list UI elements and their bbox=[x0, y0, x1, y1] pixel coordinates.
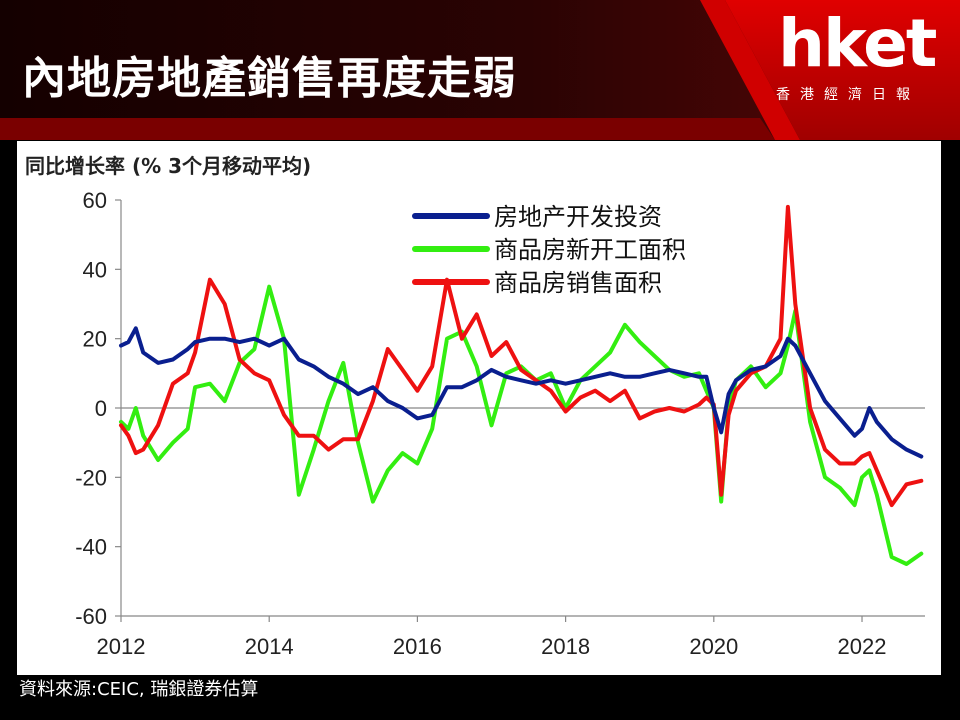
y-tick-label: -60 bbox=[75, 604, 107, 629]
x-tick-label: 2012 bbox=[97, 634, 146, 659]
x-tick-label: 2018 bbox=[541, 634, 590, 659]
y-tick-label: 40 bbox=[83, 257, 107, 282]
series-line-3 bbox=[119, 204, 924, 508]
x-tick-label: 2022 bbox=[838, 634, 887, 659]
hket-logo[interactable]: hket bbox=[778, 5, 937, 82]
source-note: 資料來源:CEIC, 瑞銀證券估算 bbox=[19, 679, 259, 700]
hket-logo-subtitle: 香港經濟日報 bbox=[776, 87, 920, 103]
legend-label-3: 商品房销售面积 bbox=[494, 269, 662, 297]
line-chart: 同比增长率 (% 3个月移动平均) 60 40 20 0 -20 -40 -60 2012 201… bbox=[25, 154, 925, 659]
legend-label-1: 房地产开发投资 bbox=[494, 203, 662, 231]
page-title: 內地房地產銷售再度走弱 bbox=[22, 53, 517, 104]
series-line-2 bbox=[119, 284, 924, 566]
x-tick-label: 2020 bbox=[689, 634, 738, 659]
chart-panel: 同比增长率 (% 3个月移动平均) 60 40 20 0 -20 -40 -60 2012 201… bbox=[17, 141, 941, 675]
y-tick-label: 60 bbox=[83, 188, 107, 213]
y-tick-label: 20 bbox=[83, 327, 107, 352]
series-line-1 bbox=[119, 326, 924, 459]
y-tick-label: -20 bbox=[75, 465, 107, 490]
y-tick-label: 0 bbox=[95, 396, 107, 421]
y-tick-label: -40 bbox=[75, 535, 107, 560]
header-banner bbox=[0, 0, 960, 140]
x-tick-label: 2016 bbox=[393, 634, 442, 659]
x-tick-label: 2014 bbox=[245, 634, 294, 659]
legend-label-2: 商品房新开工面积 bbox=[494, 236, 686, 264]
y-axis-label: 同比增长率 (% 3个月移动平均) bbox=[25, 154, 311, 178]
